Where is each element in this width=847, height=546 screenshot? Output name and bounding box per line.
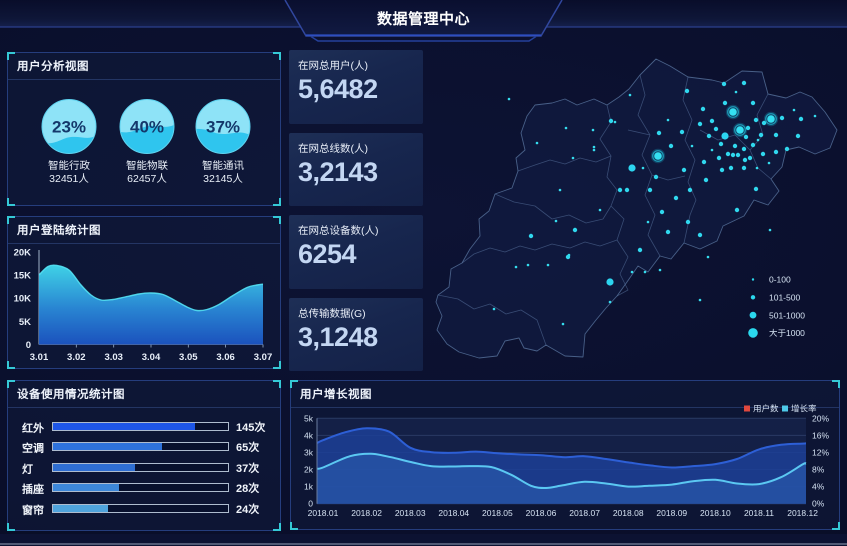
svg-text:用户数: 用户数: [753, 404, 779, 414]
svg-text:4k: 4k: [304, 430, 314, 440]
svg-text:2018.06: 2018.06: [526, 508, 557, 518]
svg-text:40%: 40%: [130, 118, 164, 137]
svg-text:37%: 37%: [206, 118, 240, 137]
svg-text:0%: 0%: [812, 499, 825, 509]
svg-text:2k: 2k: [304, 465, 314, 475]
svg-text:3.02: 3.02: [67, 352, 86, 363]
svg-text:5k: 5k: [304, 413, 314, 423]
svg-text:16%: 16%: [812, 430, 829, 440]
svg-text:3.03: 3.03: [104, 352, 123, 363]
svg-text:3.04: 3.04: [142, 352, 161, 363]
svg-text:2018.12: 2018.12: [787, 508, 818, 518]
svg-text:10K: 10K: [14, 294, 32, 305]
svg-text:2018.05: 2018.05: [482, 508, 513, 518]
svg-text:501-1000: 501-1000: [769, 310, 805, 320]
svg-text:5K: 5K: [19, 317, 31, 328]
svg-text:2018.08: 2018.08: [613, 508, 644, 518]
svg-text:0-100: 0-100: [769, 275, 791, 285]
svg-text:2018.10: 2018.10: [700, 508, 731, 518]
svg-text:0: 0: [26, 340, 31, 351]
svg-text:0: 0: [308, 499, 313, 509]
svg-text:3.07: 3.07: [254, 352, 273, 363]
svg-text:3k: 3k: [304, 448, 314, 458]
svg-text:3.05: 3.05: [179, 352, 198, 363]
svg-text:1k: 1k: [304, 482, 314, 492]
svg-text:4%: 4%: [812, 482, 825, 492]
svg-text:2018.09: 2018.09: [656, 508, 687, 518]
svg-text:增长率: 增长率: [791, 404, 817, 414]
svg-text:2018.02: 2018.02: [351, 508, 382, 518]
svg-text:20K: 20K: [14, 247, 32, 258]
svg-text:101-500: 101-500: [769, 293, 800, 303]
svg-text:23%: 23%: [52, 118, 86, 137]
svg-text:2018.11: 2018.11: [744, 508, 774, 518]
svg-text:2018.04: 2018.04: [438, 508, 469, 518]
svg-text:3.01: 3.01: [30, 352, 49, 363]
svg-text:大于1000: 大于1000: [769, 328, 805, 338]
svg-text:3.06: 3.06: [216, 352, 235, 363]
svg-text:12%: 12%: [812, 448, 829, 458]
svg-text:2018.07: 2018.07: [569, 508, 600, 518]
svg-text:20%: 20%: [812, 413, 829, 423]
svg-text:8%: 8%: [812, 465, 825, 475]
svg-text:2018.01: 2018.01: [308, 508, 339, 518]
svg-text:15K: 15K: [14, 271, 32, 282]
svg-text:2018.03: 2018.03: [395, 508, 426, 518]
